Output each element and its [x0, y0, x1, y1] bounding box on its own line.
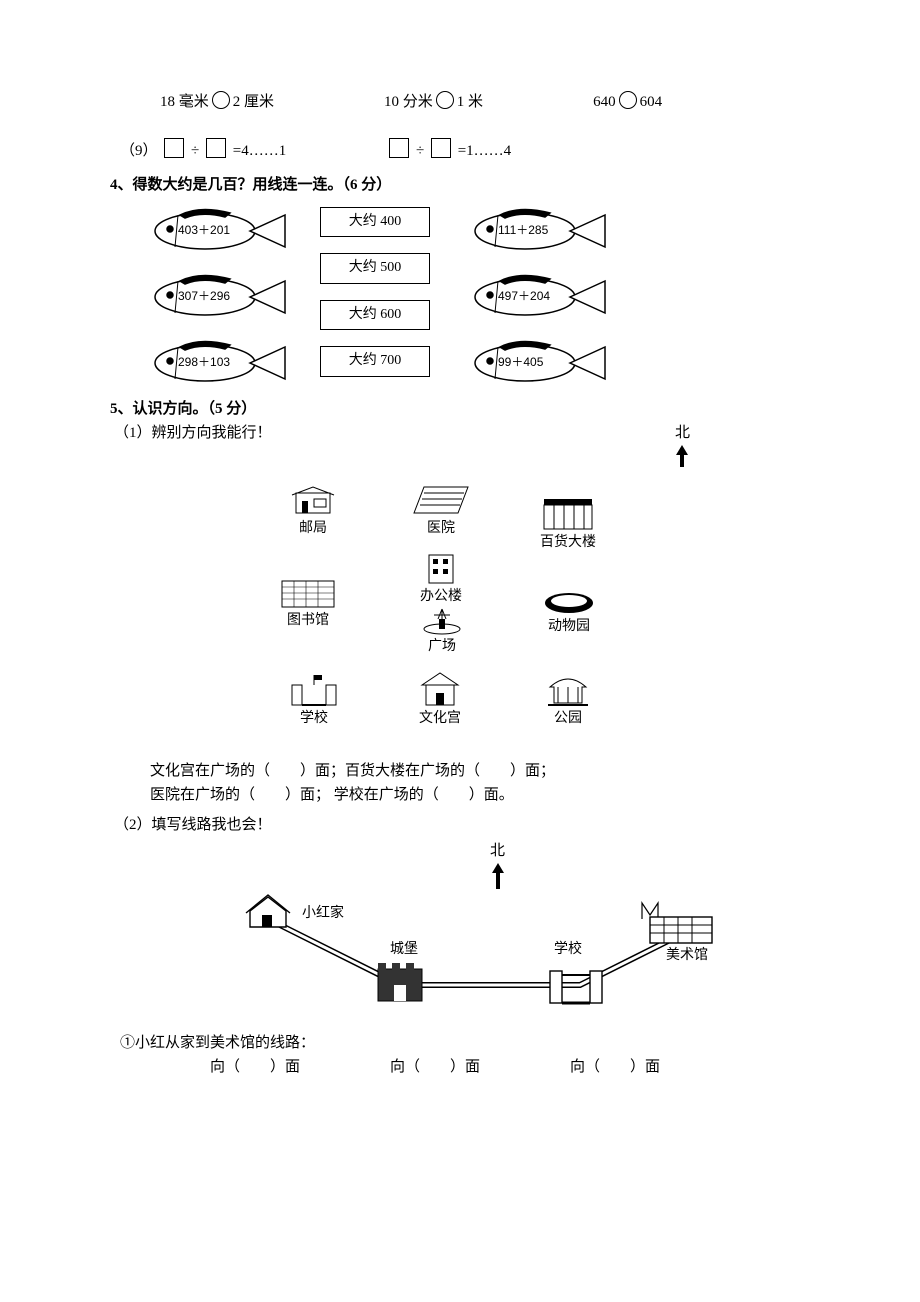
q5-fill-1: 文化宫在广场的（ ）面；百货大楼在广场的（ ）面； — [150, 759, 810, 783]
loc-hospital: 医院 — [410, 481, 472, 540]
route-home — [240, 891, 296, 932]
comp-3: 640604 — [593, 90, 662, 114]
comp-2: 10 分米1 米 — [384, 90, 483, 114]
q4-matching: 403＋201 307＋296 298＋103 大约 400 大约 500 大约… — [140, 203, 810, 387]
q5-fill-2: 医院在广场的（ ）面； 学校在广场的（ ）面。 — [150, 783, 810, 807]
compare-circle[interactable] — [212, 91, 230, 109]
blank-box[interactable] — [389, 138, 409, 158]
route-castle — [370, 955, 430, 1006]
loc-culture: 文化宫 — [416, 671, 464, 730]
q9-eq2: ÷ =1……4 — [386, 138, 511, 163]
answer-box[interactable]: 大约 400 — [320, 207, 430, 237]
fish-item[interactable]: 403＋201 — [140, 203, 290, 255]
q5-title: 5、认识方向。（5 分） — [110, 397, 810, 421]
q9-row: （9） ÷ =4……1 ÷ =1……4 — [120, 138, 810, 163]
q5-p1-label: （1）辨别方向我能行！ — [114, 421, 272, 467]
blank-box[interactable] — [431, 138, 451, 158]
fish-item[interactable]: 99＋405 — [460, 335, 610, 387]
route-fill-row: 向（ ）面 向（ ）面 向（ ）面 — [210, 1055, 810, 1079]
q9-eq1: （9） ÷ =4……1 — [120, 138, 286, 163]
q4-title: 4、得数大约是几百？用线连一连。（6 分） — [110, 173, 810, 197]
route-museum — [630, 901, 718, 948]
q5-p2-label: （2）填写线路我也会！ — [114, 813, 810, 837]
right-fish-column: 111＋285 497＋204 99＋405 — [460, 203, 610, 387]
loc-library: 图书馆 — [278, 575, 338, 632]
comparison-row: 18 毫米2 厘米 10 分米1 米 640604 — [160, 90, 810, 114]
answer-box[interactable]: 大约 600 — [320, 300, 430, 330]
route-school-label: 学校 — [554, 939, 582, 961]
route-map: 北 小红家 城堡 学校 美术馆 — [190, 845, 730, 1025]
fish-item[interactable]: 497＋204 — [460, 269, 610, 321]
compare-circle[interactable] — [436, 91, 454, 109]
compare-circle[interactable] — [619, 91, 637, 109]
answer-column: 大约 400 大约 500 大约 600 大约 700 — [320, 207, 430, 377]
comp-1: 18 毫米2 厘米 — [160, 90, 274, 114]
loc-plaza: 广场 — [420, 605, 464, 658]
arrow-up-icon — [675, 445, 689, 467]
route-blank-1: 向（ ）面 — [210, 1055, 300, 1079]
route-question: ①小红从家到美术馆的线路： — [120, 1031, 810, 1055]
loc-office: 办公楼 — [420, 551, 462, 608]
blank-box[interactable] — [164, 138, 184, 158]
route-blank-2: 向（ ）面 — [390, 1055, 480, 1079]
route-school — [546, 959, 606, 1006]
route-blank-3: 向（ ）面 — [570, 1055, 660, 1079]
fish-item[interactable]: 111＋285 — [460, 203, 610, 255]
route-castle-label: 城堡 — [390, 939, 418, 961]
route-home-label: 小红家 — [302, 903, 344, 925]
blank-box[interactable] — [206, 138, 226, 158]
left-fish-column: 403＋201 307＋296 298＋103 — [140, 203, 290, 387]
loc-school: 学校 — [286, 671, 342, 730]
loc-store: 百货大楼 — [540, 495, 596, 554]
fish-item[interactable]: 298＋103 — [140, 335, 290, 387]
route-museum-label: 美术馆 — [666, 945, 708, 967]
loc-park: 公园 — [544, 671, 592, 730]
loc-zoo: 动物园 — [542, 585, 596, 638]
answer-box[interactable]: 大约 500 — [320, 253, 430, 283]
fish-item[interactable]: 307＋296 — [140, 269, 290, 321]
answer-box[interactable]: 大约 700 — [320, 346, 430, 376]
loc-post: 邮局 — [290, 485, 336, 540]
north-indicator: 北 — [675, 421, 690, 467]
direction-map: 邮局 医院 百货大楼 图书馆 办公楼 广场 动物园 学校 文化宫 公园 — [220, 475, 700, 755]
